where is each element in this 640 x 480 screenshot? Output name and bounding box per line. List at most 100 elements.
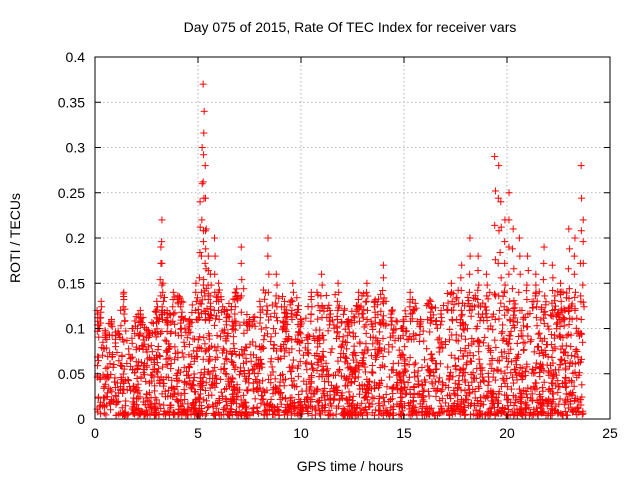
data-point bbox=[196, 333, 204, 341]
data-point bbox=[113, 399, 121, 407]
data-point bbox=[448, 331, 456, 339]
data-point bbox=[570, 382, 578, 390]
data-point bbox=[418, 363, 426, 371]
data-point bbox=[579, 281, 587, 289]
data-point bbox=[436, 374, 444, 382]
data-point bbox=[419, 327, 427, 335]
x-axis-title: GPS time / hours bbox=[297, 458, 404, 474]
data-point bbox=[362, 340, 370, 348]
data-point bbox=[505, 349, 513, 357]
data-point bbox=[249, 366, 257, 374]
data-point bbox=[433, 324, 441, 332]
data-point bbox=[363, 315, 371, 323]
data-point bbox=[387, 314, 395, 322]
data-point bbox=[437, 310, 445, 318]
data-point bbox=[244, 387, 252, 395]
data-point bbox=[108, 388, 116, 396]
data-point bbox=[571, 293, 579, 301]
data-point bbox=[557, 297, 565, 305]
data-point bbox=[398, 407, 406, 415]
data-point bbox=[531, 379, 539, 387]
data-point bbox=[426, 296, 434, 304]
data-point bbox=[462, 361, 470, 369]
data-point bbox=[314, 385, 322, 393]
data-point bbox=[453, 294, 461, 302]
data-point bbox=[308, 303, 316, 311]
data-point bbox=[206, 357, 214, 365]
data-point bbox=[270, 345, 278, 353]
data-point bbox=[181, 379, 189, 387]
data-point bbox=[510, 297, 518, 305]
data-point bbox=[318, 314, 326, 322]
data-point bbox=[161, 336, 169, 344]
data-point bbox=[117, 362, 125, 370]
data-point bbox=[175, 410, 183, 418]
data-point bbox=[120, 296, 128, 304]
data-point bbox=[495, 315, 503, 323]
data-point-peak bbox=[157, 243, 165, 251]
data-point bbox=[117, 322, 125, 330]
data-point bbox=[524, 267, 532, 275]
data-point bbox=[411, 373, 419, 381]
data-point bbox=[499, 336, 507, 344]
data-point bbox=[527, 336, 535, 344]
data-point bbox=[178, 349, 186, 357]
data-point bbox=[544, 322, 552, 330]
data-point bbox=[394, 359, 402, 367]
data-point-peak bbox=[495, 162, 503, 170]
data-point bbox=[402, 389, 410, 397]
data-point bbox=[467, 357, 475, 365]
data-points bbox=[93, 80, 588, 419]
data-point bbox=[197, 369, 205, 377]
data-point bbox=[240, 285, 248, 293]
data-point bbox=[326, 387, 334, 395]
y-tick-label: 0.15 bbox=[58, 275, 85, 291]
data-point bbox=[560, 322, 568, 330]
data-point bbox=[376, 328, 384, 336]
data-point bbox=[579, 338, 587, 346]
data-point bbox=[180, 386, 188, 394]
data-point bbox=[504, 307, 512, 315]
data-point bbox=[282, 313, 290, 321]
data-point bbox=[495, 292, 503, 300]
data-point bbox=[108, 323, 116, 331]
data-point bbox=[291, 410, 299, 418]
data-point bbox=[324, 378, 332, 386]
data-point bbox=[313, 397, 321, 405]
data-point-peak bbox=[491, 153, 499, 161]
data-point bbox=[284, 336, 292, 344]
data-point bbox=[379, 353, 387, 361]
data-point bbox=[361, 363, 369, 371]
data-point bbox=[151, 387, 159, 395]
data-point bbox=[197, 345, 205, 353]
data-point bbox=[500, 348, 508, 356]
data-point bbox=[199, 373, 207, 381]
data-point bbox=[221, 370, 229, 378]
data-point bbox=[457, 286, 465, 294]
data-point bbox=[296, 405, 304, 413]
data-point bbox=[285, 349, 293, 357]
data-point bbox=[566, 245, 574, 253]
data-point bbox=[185, 379, 193, 387]
data-point bbox=[580, 303, 588, 311]
data-point bbox=[317, 292, 325, 300]
data-point bbox=[482, 303, 490, 311]
data-point bbox=[554, 388, 562, 396]
data-point bbox=[395, 346, 403, 354]
y-tick-label: 0.35 bbox=[58, 94, 85, 110]
data-point bbox=[288, 306, 296, 314]
data-point bbox=[516, 270, 524, 278]
data-point bbox=[333, 297, 341, 305]
data-point bbox=[236, 321, 244, 329]
data-point-peak bbox=[388, 306, 396, 314]
data-point bbox=[307, 317, 315, 325]
data-point bbox=[558, 342, 566, 350]
data-point bbox=[508, 245, 516, 253]
data-point bbox=[412, 332, 420, 340]
data-point bbox=[293, 311, 301, 319]
data-point bbox=[105, 374, 113, 382]
data-point bbox=[577, 292, 585, 300]
data-point bbox=[565, 321, 573, 329]
data-point bbox=[432, 392, 440, 400]
data-point bbox=[233, 381, 241, 389]
